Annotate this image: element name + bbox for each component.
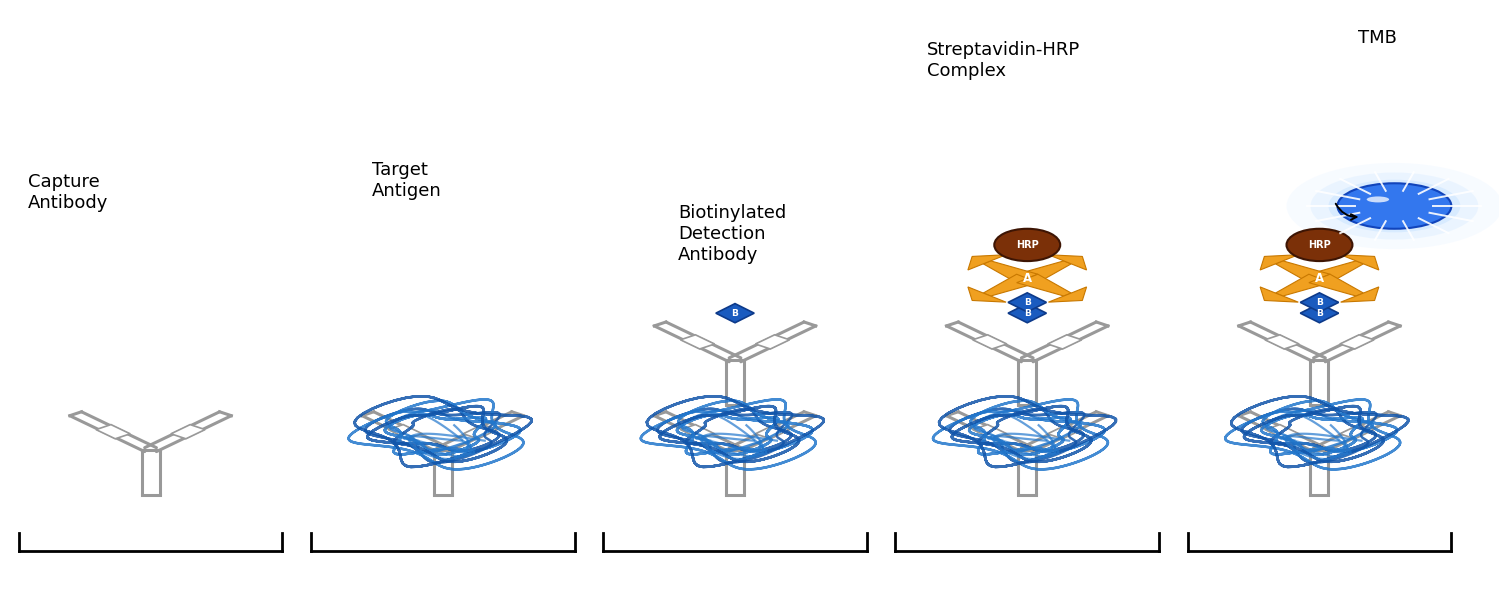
Text: B: B — [1024, 298, 1030, 307]
Text: Capture
Antibody: Capture Antibody — [27, 173, 108, 212]
FancyBboxPatch shape — [756, 425, 789, 439]
Ellipse shape — [1287, 229, 1353, 261]
Polygon shape — [1300, 304, 1338, 323]
Polygon shape — [984, 274, 1038, 296]
Text: TMB: TMB — [1359, 29, 1398, 47]
Text: B: B — [1024, 308, 1030, 317]
Ellipse shape — [1366, 196, 1389, 202]
Text: Biotinylated
Detection
Antibody: Biotinylated Detection Antibody — [678, 205, 786, 264]
Polygon shape — [1260, 255, 1299, 270]
Circle shape — [1338, 183, 1452, 229]
FancyBboxPatch shape — [972, 425, 1006, 439]
Polygon shape — [1008, 304, 1047, 323]
FancyBboxPatch shape — [681, 335, 714, 349]
Text: A: A — [1023, 272, 1032, 285]
FancyBboxPatch shape — [1264, 335, 1299, 349]
Polygon shape — [1017, 261, 1071, 283]
FancyBboxPatch shape — [171, 425, 206, 439]
FancyBboxPatch shape — [1047, 425, 1082, 439]
Polygon shape — [1275, 261, 1330, 283]
Polygon shape — [1310, 261, 1364, 283]
Text: B: B — [1316, 308, 1323, 317]
Text: B: B — [732, 308, 738, 317]
Circle shape — [1311, 172, 1479, 239]
Polygon shape — [1048, 255, 1086, 270]
Circle shape — [1329, 179, 1461, 232]
Polygon shape — [968, 287, 1006, 302]
Text: HRP: HRP — [1308, 240, 1330, 250]
FancyBboxPatch shape — [1047, 335, 1082, 349]
FancyBboxPatch shape — [388, 425, 423, 439]
Text: B: B — [1316, 298, 1323, 307]
Polygon shape — [1048, 287, 1086, 302]
Polygon shape — [984, 261, 1038, 283]
FancyBboxPatch shape — [1264, 425, 1299, 439]
Polygon shape — [1341, 255, 1378, 270]
Polygon shape — [716, 304, 754, 323]
FancyBboxPatch shape — [464, 425, 498, 439]
Circle shape — [1287, 163, 1500, 249]
Text: Target
Antigen: Target Antigen — [372, 161, 442, 200]
Polygon shape — [1275, 274, 1330, 296]
FancyBboxPatch shape — [756, 335, 789, 349]
Ellipse shape — [994, 229, 1060, 261]
Polygon shape — [1341, 287, 1378, 302]
Polygon shape — [1260, 287, 1299, 302]
Polygon shape — [968, 255, 1006, 270]
FancyBboxPatch shape — [972, 335, 1006, 349]
FancyBboxPatch shape — [1340, 335, 1374, 349]
Polygon shape — [1300, 293, 1338, 312]
FancyBboxPatch shape — [681, 425, 714, 439]
Polygon shape — [1310, 274, 1364, 296]
Polygon shape — [1017, 274, 1071, 296]
Text: HRP: HRP — [1016, 240, 1038, 250]
FancyBboxPatch shape — [96, 425, 130, 439]
FancyBboxPatch shape — [1340, 425, 1374, 439]
Text: A: A — [1316, 272, 1324, 285]
Polygon shape — [1008, 293, 1047, 312]
Text: Streptavidin-HRP
Complex: Streptavidin-HRP Complex — [927, 41, 1080, 80]
